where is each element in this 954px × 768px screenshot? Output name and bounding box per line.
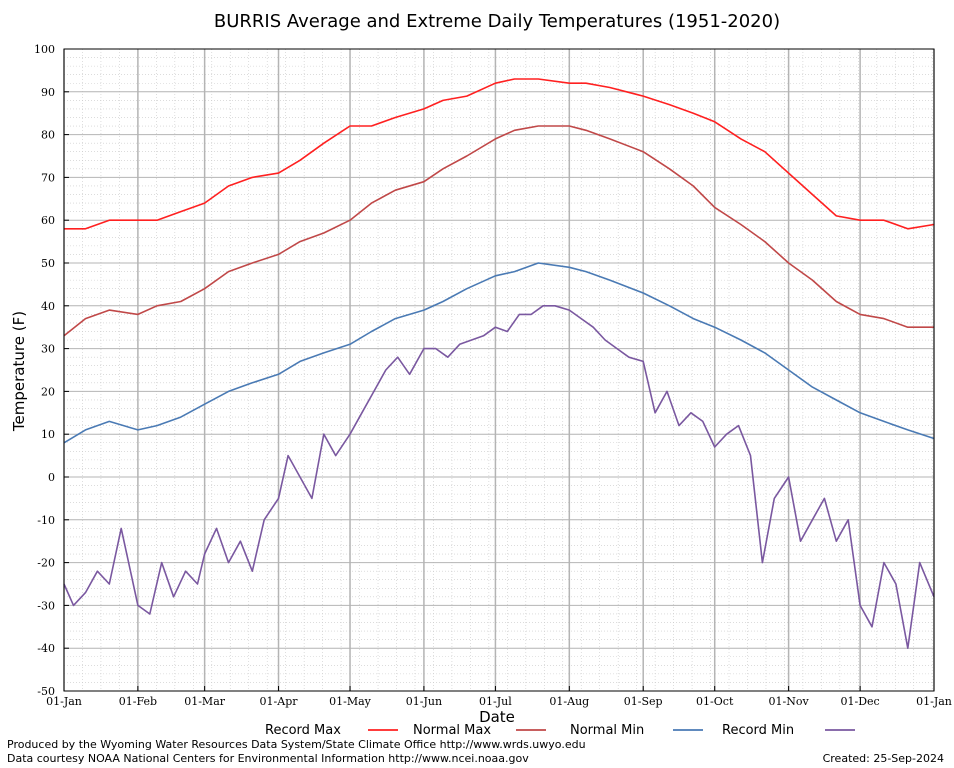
y-tick-label: 30 <box>41 343 55 356</box>
x-tick-label: 01-Jun <box>406 695 442 708</box>
x-tick-label: 01-Feb <box>119 695 157 708</box>
y-axis-label: Temperature (F) <box>10 311 28 432</box>
x-axis-label: Date <box>479 708 515 726</box>
y-tick-label: 80 <box>41 129 55 142</box>
y-tick-label: 90 <box>41 86 55 99</box>
x-tick-label: 01-Apr <box>260 695 299 708</box>
credit-created-date: Created: 25-Sep-2024 <box>822 752 944 765</box>
series-line-record-min <box>63 304 935 650</box>
y-tick-label: 70 <box>41 171 55 184</box>
y-tick-label: -50 <box>37 685 55 698</box>
y-tick-label: 0 <box>48 471 55 484</box>
credit-produced-by: Produced by the Wyoming Water Resources … <box>7 738 586 751</box>
series-line-record-max <box>64 78 935 230</box>
series-line-normal-min <box>63 262 935 444</box>
y-tick-label: 20 <box>41 385 55 398</box>
x-tick-label: 01-Oct <box>696 695 734 708</box>
plot-frame <box>63 48 935 692</box>
y-tick-label: -30 <box>37 599 55 612</box>
x-tick-label: 01-Nov <box>769 695 810 708</box>
legend-label: Record Min <box>722 723 794 738</box>
y-tick-label: -20 <box>37 557 55 570</box>
legend-label: Normal Max <box>413 723 491 738</box>
x-axis-ticks: 01-Jan 01-Feb 01-Mar 01-Apr 01-May 01-Jun 01-J… <box>46 686 952 708</box>
y-tick-label: -40 <box>37 642 55 655</box>
y-tick-label: 10 <box>41 428 55 441</box>
x-tick-label: 01-Dec <box>841 695 880 708</box>
y-tick-label: 40 <box>41 300 55 313</box>
y-tick-label: 100 <box>34 43 55 56</box>
legend-label: Normal Min <box>570 723 644 738</box>
x-tick-label: 01-Sep <box>624 695 663 708</box>
legend-label: Record Max <box>265 723 341 738</box>
credit-data-courtesy: Data courtesy NOAA National Centers for … <box>7 752 529 765</box>
minor-grid <box>63 49 934 691</box>
y-tick-label: 60 <box>41 214 55 227</box>
x-tick-label: 01-Jan <box>46 695 82 708</box>
y-tick-label: -10 <box>37 514 55 527</box>
legend: Record Max Normal Max Normal Min Record Min <box>265 723 855 738</box>
series-line-normal-max <box>63 125 934 337</box>
series-layer <box>63 78 935 650</box>
chart-title: BURRIS Average and Extreme Daily Tempera… <box>214 11 780 32</box>
x-tick-label: 01-Jan <box>916 695 952 708</box>
x-tick-label: 01-May <box>329 695 372 708</box>
x-tick-label: 01-Mar <box>184 695 226 708</box>
y-tick-label: 50 <box>41 257 55 270</box>
x-tick-label: 01-Aug <box>549 695 589 708</box>
x-tick-label: 01-Jul <box>479 695 512 708</box>
